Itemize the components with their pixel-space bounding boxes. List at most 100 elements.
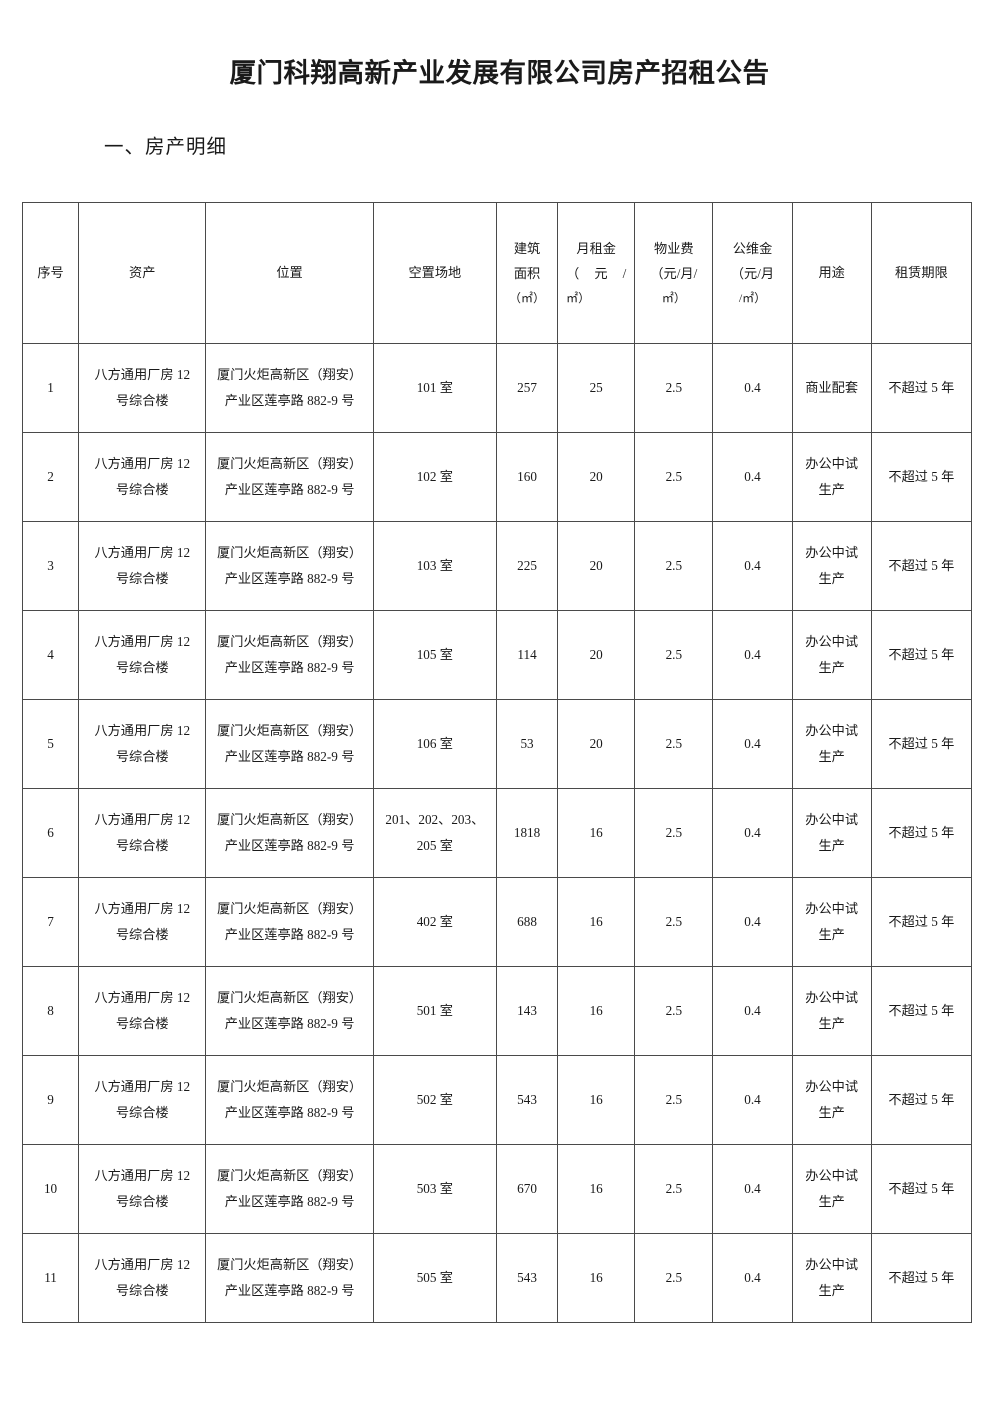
column-header-seq: 序号	[21, 202, 80, 345]
maintenance-fund-line1: 公维金	[732, 240, 773, 256]
vacant-line1: 505 室	[416, 1270, 453, 1286]
cell-location: 厦门火炬高新区（翔安） 产业区莲亭路 882-9 号	[205, 432, 374, 523]
location-line1: 厦门火炬高新区（翔安）	[217, 1079, 363, 1095]
location-line2: 产业区莲亭路 882-9 号	[224, 749, 355, 765]
cell-vacant-space: 503 室	[372, 1144, 497, 1235]
table-row: 8 八方通用厂房 12 号综合楼 厦门火炬高新区（翔安） 产业区莲亭路 882-9 号 5…	[21, 966, 973, 1057]
location-line1: 厦门火炬高新区（翔安）	[217, 901, 363, 917]
cell-building-area: 257	[495, 343, 559, 434]
location-line2: 产业区莲亭路 882-9 号	[224, 1194, 355, 1210]
vacant-line1: 106 室	[416, 736, 453, 752]
cell-vacant-space: 501 室	[372, 966, 497, 1057]
location-line2: 产业区莲亭路 882-9 号	[224, 927, 355, 943]
cell-building-area: 160	[495, 432, 559, 523]
cell-location: 厦门火炬高新区（翔安） 产业区莲亭路 882-9 号	[205, 966, 374, 1057]
cell-location: 厦门火炬高新区（翔安） 产业区莲亭路 882-9 号	[205, 1055, 374, 1146]
cell-use: 办公中试 生产	[791, 521, 872, 612]
asset-line1: 八方通用厂房 12	[94, 1079, 191, 1095]
cell-use: 商业配套	[791, 343, 872, 434]
asset-line1: 八方通用厂房 12	[94, 545, 191, 561]
cell-use: 办公中试 生产	[791, 1233, 872, 1324]
location-line1: 厦门火炬高新区（翔安）	[217, 1168, 363, 1184]
column-header-building-area: 建筑 面积 （㎡）	[495, 202, 559, 345]
use-line2: 生产	[818, 660, 845, 676]
cell-monthly-rent: 25	[557, 343, 636, 434]
cell-vacant-space: 103 室	[372, 521, 497, 612]
cell-lease-term: 不超过 5 年	[870, 521, 973, 612]
use-line2: 生产	[818, 1016, 845, 1032]
building-area-line2: 面积	[513, 266, 541, 282]
asset-line1: 八方通用厂房 12	[94, 1168, 191, 1184]
asset-line2: 号综合楼	[115, 393, 169, 409]
location-line2: 产业区莲亭路 882-9 号	[224, 1283, 355, 1299]
cell-location: 厦门火炬高新区（翔安） 产业区莲亭路 882-9 号	[205, 877, 374, 968]
cell-asset: 八方通用厂房 12 号综合楼	[78, 788, 207, 879]
column-header-lease-term: 租赁期限	[870, 202, 973, 345]
column-header-vacant-space: 空置场地	[372, 202, 497, 345]
cell-seq: 11	[21, 1233, 80, 1324]
location-line2: 产业区莲亭路 882-9 号	[224, 1016, 355, 1032]
cell-maintenance-fund: 0.4	[712, 521, 793, 612]
table-row: 11 八方通用厂房 12 号综合楼 厦门火炬高新区（翔安） 产业区莲亭路 882-9 号…	[21, 1233, 973, 1324]
vacant-line1: 503 室	[416, 1181, 453, 1197]
location-line1: 厦门火炬高新区（翔安）	[217, 812, 363, 828]
use-line1: 办公中试	[805, 1168, 859, 1184]
location-line2: 产业区莲亭路 882-9 号	[224, 482, 355, 498]
asset-line2: 号综合楼	[115, 1105, 169, 1121]
asset-line1: 八方通用厂房 12	[94, 990, 191, 1006]
use-line2: 生产	[818, 482, 845, 498]
cell-building-area: 225	[495, 521, 559, 612]
column-header-property-fee: 物业费 （元/月/ ㎡）	[634, 202, 714, 345]
cell-property-fee: 2.5	[634, 521, 714, 612]
cell-use: 办公中试 生产	[791, 610, 872, 701]
cell-asset: 八方通用厂房 12 号综合楼	[78, 877, 207, 968]
table-row: 6 八方通用厂房 12 号综合楼 厦门火炬高新区（翔安） 产业区莲亭路 882-9 号 2…	[21, 788, 973, 879]
cell-property-fee: 2.5	[634, 966, 714, 1057]
property-table-container: 序号 资产 位置 空置场地 建筑 面积 （㎡） 月租金 （ 元 / ㎡）	[0, 160, 999, 1324]
table-row: 10 八方通用厂房 12 号综合楼 厦门火炬高新区（翔安） 产业区莲亭路 882-9 号…	[21, 1144, 973, 1235]
cell-use: 办公中试 生产	[791, 1144, 872, 1235]
building-area-line1: 建筑	[513, 240, 541, 256]
use-line2: 生产	[818, 838, 845, 854]
use-line1: 办公中试	[805, 990, 859, 1006]
cell-location: 厦门火炬高新区（翔安） 产业区莲亭路 882-9 号	[205, 699, 374, 790]
location-line1: 厦门火炬高新区（翔安）	[217, 367, 363, 383]
cell-use: 办公中试 生产	[791, 432, 872, 523]
use-line2: 生产	[818, 749, 845, 765]
cell-lease-term: 不超过 5 年	[870, 610, 973, 701]
cell-property-fee: 2.5	[634, 1233, 714, 1324]
table-header-row: 序号 资产 位置 空置场地 建筑 面积 （㎡） 月租金 （ 元 / ㎡）	[21, 202, 973, 345]
property-fee-line1: 物业费	[654, 240, 694, 256]
cell-vacant-space: 505 室	[372, 1233, 497, 1324]
cell-monthly-rent: 20	[557, 521, 636, 612]
cell-seq: 10	[21, 1144, 80, 1235]
table-row: 5 八方通用厂房 12 号综合楼 厦门火炬高新区（翔安） 产业区莲亭路 882-9 号 1…	[21, 699, 973, 790]
cell-seq: 1	[21, 343, 80, 434]
cell-use: 办公中试 生产	[791, 1055, 872, 1146]
use-line1: 办公中试	[805, 901, 859, 917]
asset-line1: 八方通用厂房 12	[94, 456, 191, 472]
maintenance-fund-line2: （元/月	[730, 266, 775, 282]
cell-monthly-rent: 16	[557, 1144, 636, 1235]
cell-asset: 八方通用厂房 12 号综合楼	[78, 699, 207, 790]
column-header-location: 位置	[205, 202, 374, 345]
cell-vacant-space: 106 室	[372, 699, 497, 790]
cell-asset: 八方通用厂房 12 号综合楼	[78, 1144, 207, 1235]
table-row: 3 八方通用厂房 12 号综合楼 厦门火炬高新区（翔安） 产业区莲亭路 882-9 号 1…	[21, 521, 973, 612]
asset-line1: 八方通用厂房 12	[94, 812, 191, 828]
page-title: 厦门科翔高新产业发展有限公司房产招租公告	[229, 58, 770, 88]
asset-line1: 八方通用厂房 12	[94, 723, 191, 739]
monthly-rent-line2: （ 元 /	[566, 266, 627, 282]
cell-seq: 3	[21, 521, 80, 612]
building-area-unit: （㎡）	[509, 291, 546, 306]
location-line2: 产业区莲亭路 882-9 号	[224, 571, 355, 587]
asset-line1: 八方通用厂房 12	[94, 367, 191, 383]
cell-use: 办公中试 生产	[791, 966, 872, 1057]
cell-building-area: 53	[495, 699, 559, 790]
use-line1: 办公中试	[805, 634, 859, 650]
cell-asset: 八方通用厂房 12 号综合楼	[78, 343, 207, 434]
asset-line2: 号综合楼	[115, 838, 169, 854]
location-line2: 产业区莲亭路 882-9 号	[224, 393, 355, 409]
table-row: 1 八方通用厂房 12 号综合楼 厦门火炬高新区（翔安） 产业区莲亭路 882-9 号 1…	[21, 343, 973, 434]
cell-lease-term: 不超过 5 年	[870, 1233, 973, 1324]
